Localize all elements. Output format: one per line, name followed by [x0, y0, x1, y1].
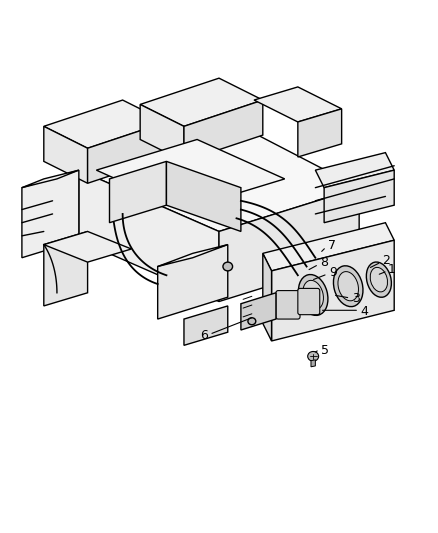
- Ellipse shape: [303, 280, 323, 310]
- Polygon shape: [44, 231, 131, 262]
- Polygon shape: [140, 78, 263, 126]
- Polygon shape: [166, 161, 241, 231]
- Text: 3: 3: [352, 292, 360, 305]
- Polygon shape: [22, 170, 79, 258]
- Text: 6: 6: [200, 329, 208, 342]
- Polygon shape: [158, 245, 228, 266]
- Text: 7: 7: [328, 239, 336, 252]
- Polygon shape: [241, 293, 276, 330]
- Polygon shape: [298, 109, 342, 157]
- Polygon shape: [263, 253, 272, 341]
- Polygon shape: [110, 161, 166, 223]
- Text: 5: 5: [321, 344, 329, 357]
- Text: 2: 2: [382, 254, 390, 268]
- Ellipse shape: [366, 262, 392, 297]
- Polygon shape: [22, 170, 79, 188]
- Polygon shape: [184, 306, 228, 345]
- Polygon shape: [140, 104, 184, 161]
- Polygon shape: [44, 231, 88, 306]
- Ellipse shape: [307, 351, 318, 361]
- Ellipse shape: [298, 274, 328, 316]
- Polygon shape: [272, 240, 394, 341]
- Text: 4: 4: [360, 305, 368, 318]
- Ellipse shape: [248, 318, 256, 325]
- Polygon shape: [44, 100, 166, 148]
- Polygon shape: [79, 170, 219, 302]
- Polygon shape: [315, 152, 394, 188]
- Polygon shape: [158, 245, 228, 319]
- Ellipse shape: [338, 272, 358, 301]
- Polygon shape: [254, 87, 342, 122]
- Polygon shape: [219, 188, 359, 302]
- Polygon shape: [263, 223, 394, 271]
- Polygon shape: [96, 140, 285, 209]
- Ellipse shape: [370, 268, 388, 292]
- FancyBboxPatch shape: [276, 290, 300, 319]
- Polygon shape: [311, 360, 315, 367]
- Text: 9: 9: [329, 266, 337, 279]
- Text: 8: 8: [320, 256, 328, 270]
- Polygon shape: [184, 100, 263, 161]
- Ellipse shape: [333, 266, 363, 306]
- Polygon shape: [324, 170, 394, 223]
- Ellipse shape: [223, 262, 233, 271]
- Polygon shape: [79, 126, 359, 231]
- Text: 1: 1: [388, 263, 396, 276]
- Polygon shape: [88, 122, 166, 183]
- FancyBboxPatch shape: [298, 288, 320, 314]
- Polygon shape: [44, 126, 88, 183]
